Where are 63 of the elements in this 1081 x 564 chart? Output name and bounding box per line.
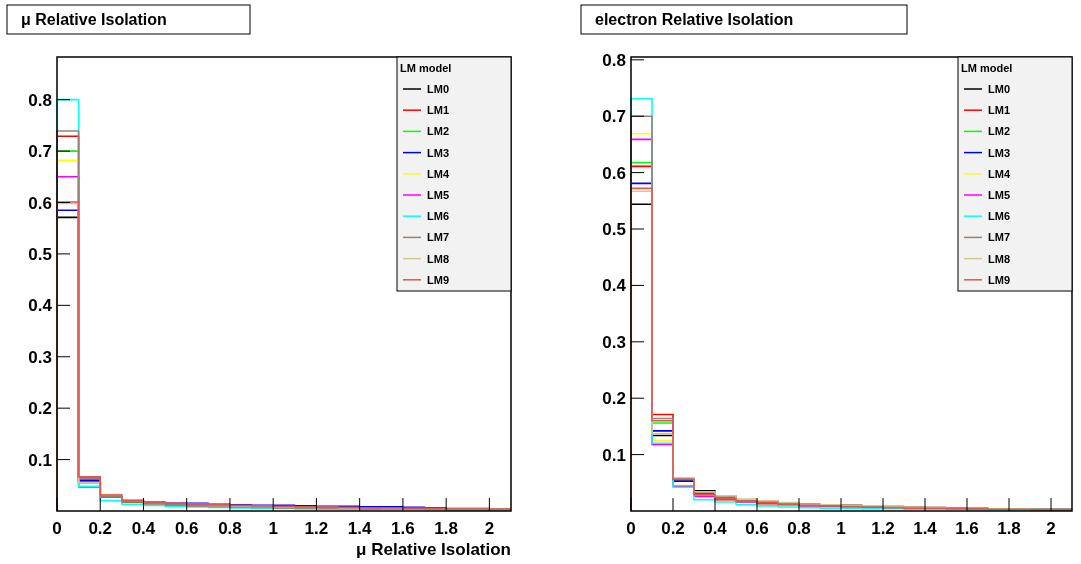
y-tick-label: 0.1 [602,445,626,465]
x-tick-label: 0.4 [131,519,156,538]
y-tick-label: 0.5 [28,244,52,264]
x-tick-label: 1.6 [955,519,979,538]
y-tick-label: 0.6 [28,193,52,213]
x-tick-label: 0 [626,519,636,538]
x-tick-label: 1 [268,519,278,538]
x-tick-label: 1.4 [347,519,373,538]
x-tick-label: 0.6 [174,519,199,538]
x-tick-label: 2 [484,519,495,538]
legend-label: LM9 [988,273,1010,286]
x-tick-label: 0.8 [218,519,242,538]
legend-title: LM model [400,62,452,74]
y-tick-label: 0.8 [28,90,52,110]
y-tick-label: 0.5 [602,220,626,240]
y-tick-label: 0.4 [602,276,627,296]
legend-label: LM4 [988,167,1011,180]
y-tick-label: 0.1 [28,450,52,470]
legend-label: LM5 [427,189,449,201]
legend-label: LM0 [988,83,1010,95]
x-tick-label: 0.2 [661,519,685,538]
legend-label: LM7 [427,231,449,244]
legend-label: LM1 [427,104,449,117]
legend-label: LM3 [427,146,449,159]
legend-label: LM6 [988,210,1010,223]
y-tick-label: 0.7 [602,107,626,127]
x-tick-label: 1.2 [871,519,895,538]
x-tick-label: 2 [1046,519,1056,538]
legend-label: LM4 [427,167,450,180]
y-tick-label: 0.6 [602,163,626,183]
chart-title: electron Relative Isolation [595,11,794,28]
x-tick-label: 0.4 [703,519,728,538]
legend-label: LM7 [988,231,1010,244]
x-tick-label: 1.2 [304,519,329,538]
x-axis-title: μ Relative Isolation [356,540,511,559]
x-tick-label: 0 [52,519,62,538]
legend-label: LM8 [427,252,449,265]
legend-label: LM5 [988,189,1010,201]
x-tick-label: 1.8 [997,519,1021,538]
x-tick-label: 0.6 [745,519,769,538]
x-tick-label: 1.4 [913,519,938,538]
legend-label: LM2 [427,125,449,138]
chart-title: μ Relative Isolation [21,11,167,28]
legend-title: LM model [961,62,1013,74]
legend-label: LM6 [427,210,449,223]
legend-label: LM0 [427,83,449,95]
legend-label: LM2 [988,125,1010,138]
y-tick-label: 0.4 [28,296,53,316]
x-tick-label: 1 [836,519,846,538]
legend-label: LM8 [988,252,1010,265]
y-tick-label: 0.2 [28,399,52,419]
x-tick-label: 1.8 [434,519,458,538]
y-tick-label: 0.2 [602,389,626,409]
x-tick-label: 1.6 [391,519,415,538]
y-tick-label: 0.3 [28,347,52,367]
x-tick-label: 0.8 [787,519,811,538]
y-tick-label: 0.8 [602,50,626,70]
legend-label: LM9 [427,273,449,286]
legend-label: LM3 [988,146,1010,159]
legend-label: LM1 [988,104,1010,117]
y-tick-label: 0.3 [602,332,626,352]
y-tick-label: 0.7 [28,142,52,162]
x-tick-label: 0.2 [88,519,113,538]
